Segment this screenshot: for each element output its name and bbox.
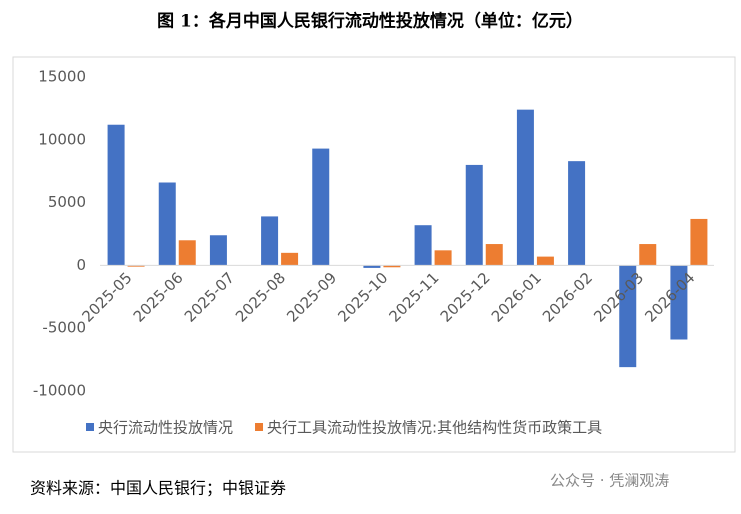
bar xyxy=(383,265,401,268)
bar xyxy=(178,240,196,266)
bar xyxy=(690,218,708,266)
bar xyxy=(516,109,534,266)
bar xyxy=(485,244,503,266)
watermark: 公众号 · 凭澜观涛 xyxy=(550,472,669,490)
bar xyxy=(107,124,125,266)
bar xyxy=(158,182,176,266)
source-note: 资料来源：中国人民银行；中银证券 xyxy=(30,479,286,498)
y-tick-label: 0 xyxy=(76,256,86,274)
bar xyxy=(363,265,381,268)
bar xyxy=(639,244,657,266)
chart-title: 图 1：各月中国人民银行流动性投放情况（单位：亿元） xyxy=(157,11,583,32)
bar xyxy=(434,250,452,266)
bar xyxy=(312,148,330,266)
y-tick-label: -5000 xyxy=(42,319,86,337)
bar xyxy=(281,252,299,266)
y-tick-label: 5000 xyxy=(48,193,86,211)
bar xyxy=(261,216,279,266)
y-tick-label: 10000 xyxy=(38,130,86,148)
bar xyxy=(536,256,554,266)
bar xyxy=(209,235,227,266)
bar xyxy=(127,265,145,267)
legend-swatch xyxy=(86,423,94,431)
bar xyxy=(414,225,432,266)
y-tick-label: -10000 xyxy=(33,382,86,400)
legend-label: 央行流动性投放情况 xyxy=(98,419,233,437)
bar xyxy=(619,265,637,368)
bar xyxy=(568,161,586,266)
y-tick-label: 15000 xyxy=(38,68,86,86)
legend-swatch xyxy=(255,423,264,431)
legend-label: 央行工具流动性投放情况:其他结构性货币政策工具 xyxy=(267,419,602,437)
bar xyxy=(465,164,483,266)
bar xyxy=(670,265,688,340)
chart-frame xyxy=(12,56,736,453)
